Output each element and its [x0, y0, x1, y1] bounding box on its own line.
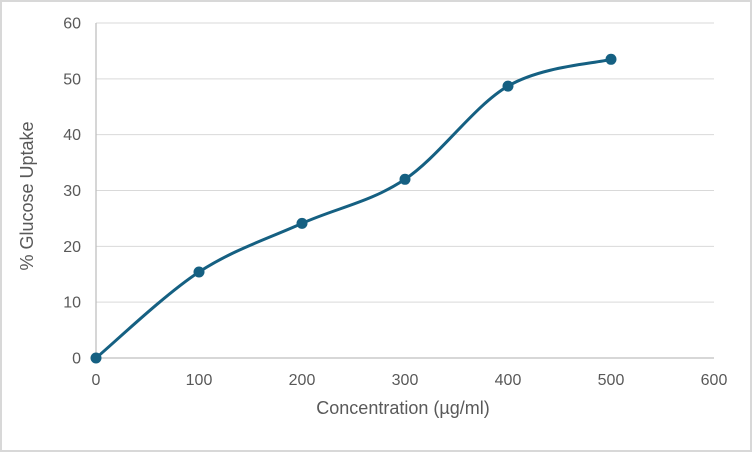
x-tick-label-200: 200	[289, 372, 316, 389]
y-tick-label-10: 10	[63, 295, 81, 312]
y-tick-label-40: 40	[63, 127, 81, 144]
y-tick-label-60: 60	[63, 16, 81, 33]
y-tick-label-20: 20	[63, 239, 81, 256]
y-axis-title: % Glucose Uptake	[17, 121, 37, 270]
y-tick-label-0: 0	[72, 351, 81, 368]
data-point-marker-100	[193, 266, 205, 278]
x-tick-label-100: 100	[186, 372, 213, 389]
x-axis-title: Concentration (µg/ml)	[316, 398, 489, 418]
data-point-marker-0	[90, 352, 102, 364]
x-tick-label-500: 500	[598, 372, 625, 389]
data-point-marker-500	[605, 53, 617, 65]
axis-lines	[95, 23, 714, 359]
x-tick-label-600: 600	[701, 372, 728, 389]
x-tick-label-400: 400	[495, 372, 522, 389]
series-line	[94, 57, 613, 360]
data-point-marker-400	[502, 80, 514, 92]
y-tick-label-30: 30	[63, 183, 81, 200]
y-tick-label-50: 50	[63, 71, 81, 88]
x-tick-label-300: 300	[392, 372, 419, 389]
gridlines	[96, 22, 714, 359]
x-tick-label-0: 0	[92, 372, 101, 389]
data-point-marker-300	[399, 173, 411, 185]
data-series	[90, 53, 617, 364]
data-point-marker-200	[296, 217, 308, 229]
